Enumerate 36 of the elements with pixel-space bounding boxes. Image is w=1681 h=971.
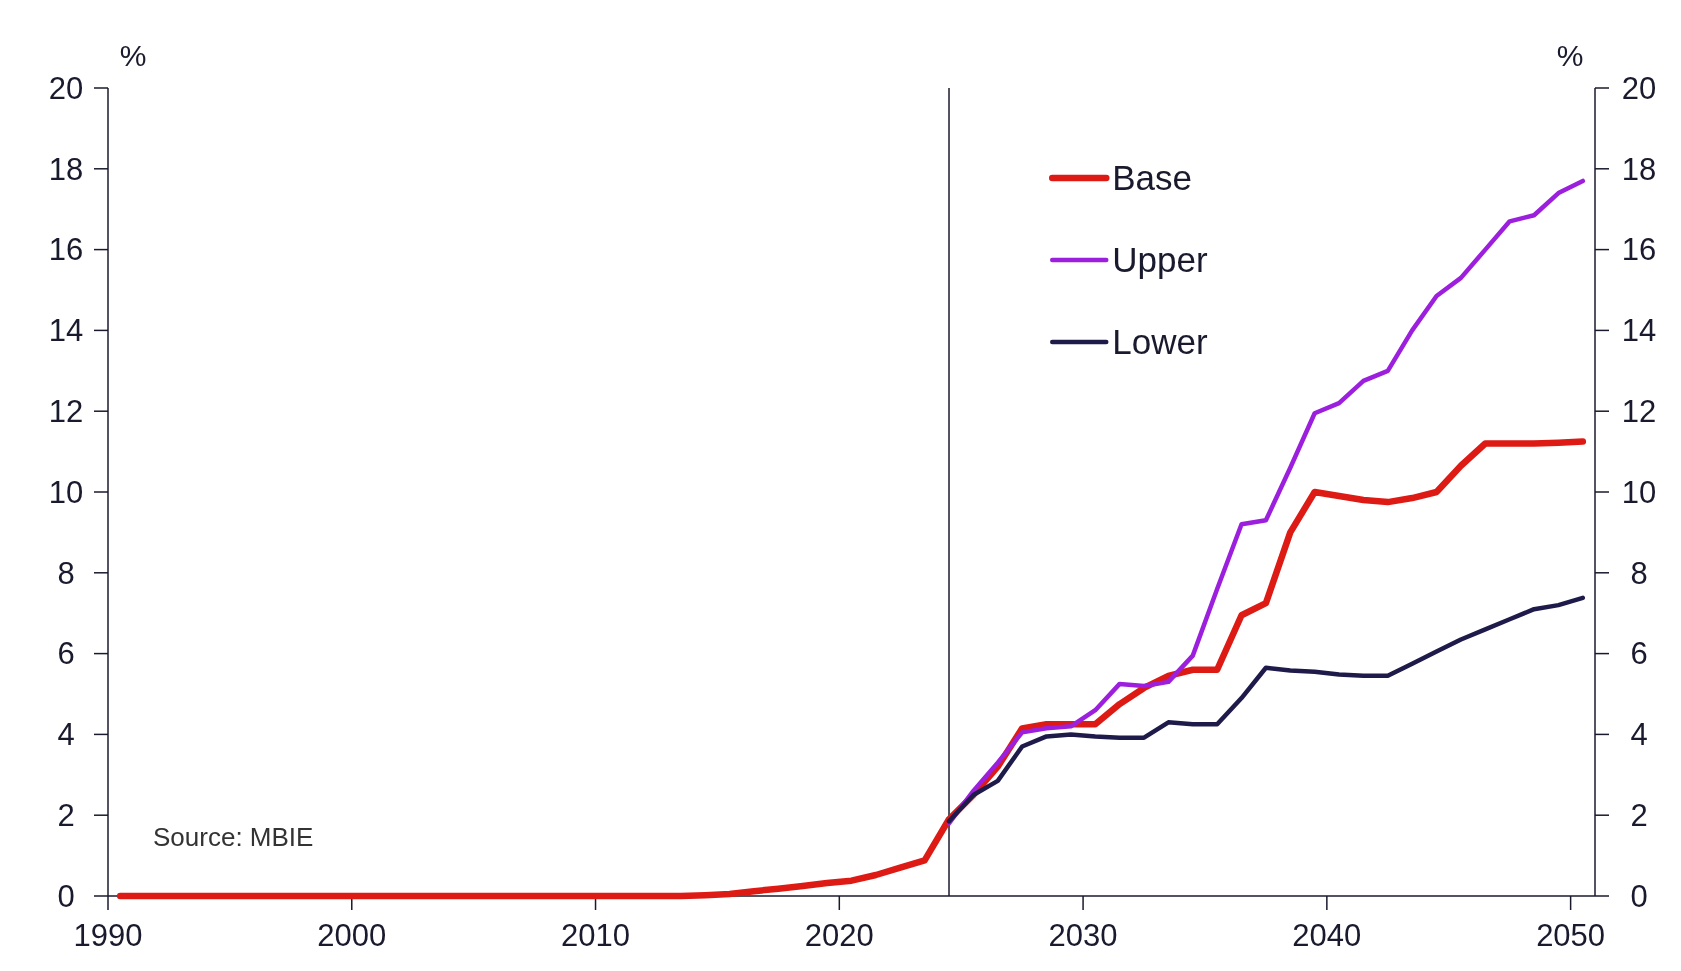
y2-tick-label: 14: [1621, 313, 1657, 349]
y-axis-title: %: [119, 39, 147, 72]
y-tick-label: 18: [48, 151, 84, 187]
x-tick-label: 2000: [317, 918, 387, 953]
x-tick-label: 2050: [1536, 918, 1606, 953]
y-tick-label: 0: [57, 878, 75, 914]
y-tick-label: 20: [48, 70, 84, 106]
y-tick-label: 12: [48, 394, 84, 430]
y-tick-label: 2: [57, 798, 75, 834]
y2-tick-label: 0: [1630, 878, 1648, 914]
legend-label: Base: [1112, 158, 1193, 198]
legend-label: Lower: [1112, 322, 1208, 362]
y2-tick-label: 20: [1621, 70, 1657, 106]
x-tick-label: 2040: [1292, 918, 1362, 953]
y2-tick-label: 6: [1630, 636, 1648, 672]
y2-tick-label: 16: [1621, 232, 1657, 268]
y-tick-label: 4: [57, 717, 75, 753]
y-tick-label: 8: [57, 555, 75, 591]
x-tick-label: 2030: [1048, 918, 1118, 953]
x-tick-label: 1990: [73, 918, 143, 953]
y2-tick-label: 10: [1621, 474, 1657, 510]
y2-axis-title: %: [1556, 39, 1584, 72]
y-tick-label: 6: [57, 636, 75, 672]
x-tick-label: 2020: [804, 918, 874, 953]
legend-label: Upper: [1112, 240, 1208, 280]
y-tick-label: 16: [48, 232, 84, 268]
line-series: [946, 595, 1586, 824]
y2-tick-label: 18: [1621, 151, 1657, 187]
y2-tick-label: 8: [1630, 555, 1648, 591]
x-tick-label: 2010: [561, 918, 631, 953]
y-tick-label: 14: [48, 313, 84, 349]
annotation: Source: MBIE: [153, 822, 314, 852]
y2-tick-label: 2: [1630, 798, 1648, 834]
y2-tick-label: 4: [1630, 717, 1648, 753]
y2-tick-label: 12: [1621, 394, 1657, 430]
y-tick-label: 10: [48, 474, 84, 510]
